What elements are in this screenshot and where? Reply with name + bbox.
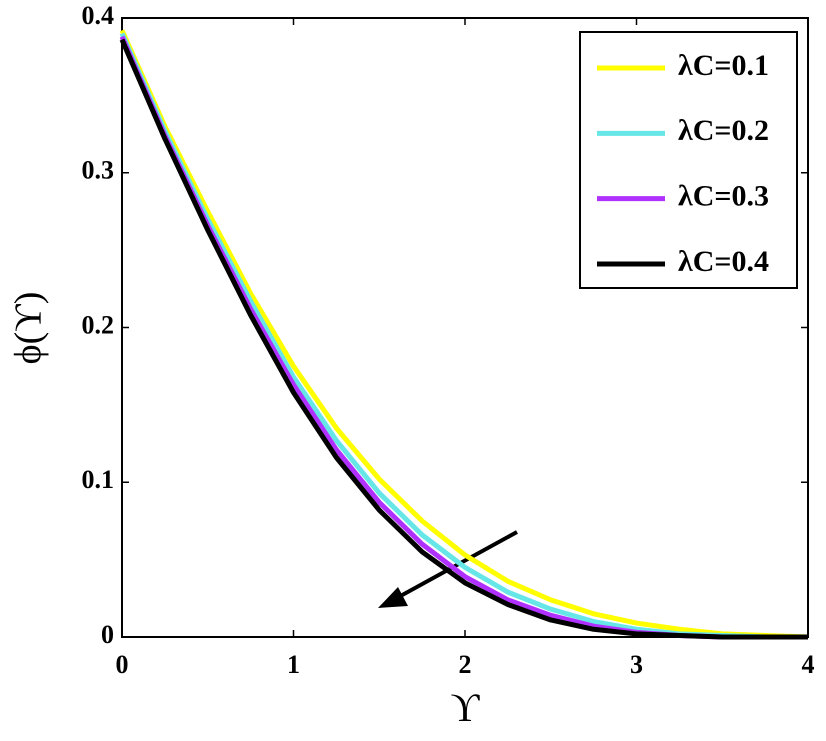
x-tick-label: 3 xyxy=(630,650,643,679)
legend-label: λC=0.3 xyxy=(678,180,769,213)
y-tick-label: 0 xyxy=(101,620,114,649)
x-axis-label: ϒ xyxy=(451,685,481,730)
y-tick-label: 0.1 xyxy=(82,465,115,494)
x-tick-label: 0 xyxy=(116,650,129,679)
x-tick-label: 1 xyxy=(287,650,300,679)
legend-box xyxy=(579,31,798,289)
y-tick-label: 0.4 xyxy=(82,1,115,30)
x-tick-label: 4 xyxy=(802,650,815,679)
y-tick-label: 0.2 xyxy=(82,310,115,339)
legend-label: λC=0.1 xyxy=(678,49,769,82)
y-axis-label: ϕ(ϒ) xyxy=(8,292,50,365)
annotation-arrow xyxy=(378,530,518,608)
series-line xyxy=(119,38,808,640)
y-tick-label: 0.3 xyxy=(82,156,115,185)
series-line xyxy=(119,29,809,640)
legend-label: λC=0.2 xyxy=(678,114,769,147)
legend-label: λC=0.4 xyxy=(678,245,769,278)
x-tick-label: 2 xyxy=(459,650,472,679)
